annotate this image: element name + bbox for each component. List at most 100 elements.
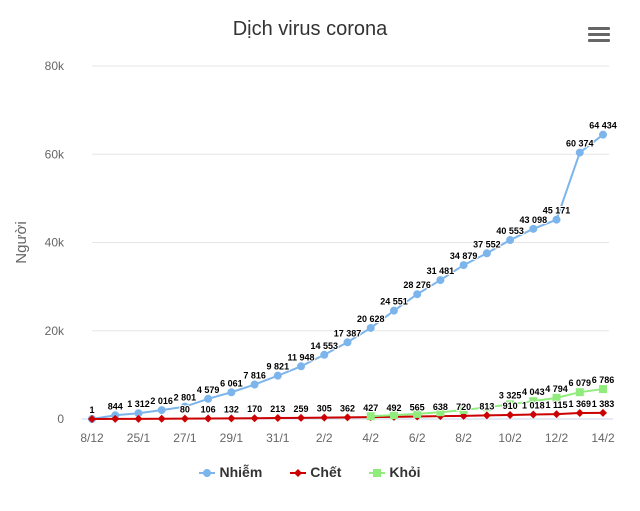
data-point[interactable] xyxy=(227,388,236,397)
data-point[interactable] xyxy=(529,224,538,233)
data-label: 638 xyxy=(433,402,448,412)
data-label: 60 374 xyxy=(566,139,594,149)
data-point[interactable] xyxy=(343,413,352,422)
data-label: 1 369 xyxy=(569,399,592,409)
data-point[interactable] xyxy=(180,414,189,423)
data-point[interactable] xyxy=(227,414,236,423)
data-point[interactable] xyxy=(180,402,189,411)
data-label: 1 xyxy=(89,405,94,415)
data-label: 2 801 xyxy=(174,393,197,403)
data-point[interactable] xyxy=(343,338,352,347)
data-point[interactable] xyxy=(88,414,96,423)
x-tick-label: 6/2 xyxy=(409,431,426,445)
data-point[interactable] xyxy=(599,408,607,417)
data-point[interactable] xyxy=(204,394,213,403)
y-tick-label: 0 xyxy=(57,412,64,426)
data-point[interactable] xyxy=(320,413,329,422)
data-label: 11 948 xyxy=(288,352,315,362)
x-axis-ticks: 8/12 25/1 27/1 29/1 31/1 2/2 4/2 6/2 8/2 10/2 12/2… xyxy=(80,418,615,445)
data-point[interactable] xyxy=(111,414,120,423)
data-label: 6 786 xyxy=(592,375,615,385)
data-point[interactable] xyxy=(250,380,259,389)
hamburger-menu-icon[interactable] xyxy=(588,27,610,45)
data-point[interactable] xyxy=(320,350,329,359)
legend-symbol-icon xyxy=(290,469,307,478)
x-tick-label: 14/2 xyxy=(591,431,615,445)
data-point[interactable] xyxy=(366,412,375,421)
legend-item[interactable]: Chết xyxy=(290,464,341,480)
data-point[interactable] xyxy=(134,414,143,423)
data-point[interactable] xyxy=(575,408,584,417)
data-point[interactable] xyxy=(436,408,445,417)
legend-item[interactable]: Nhiễm xyxy=(199,464,262,480)
data-label: 17 387 xyxy=(334,328,362,338)
data-point[interactable] xyxy=(529,410,538,419)
data-point[interactable] xyxy=(575,148,584,157)
data-label: 132 xyxy=(224,404,239,414)
data-point[interactable] xyxy=(599,385,607,394)
data-label: 362 xyxy=(340,403,355,413)
data-label: 844 xyxy=(108,401,123,411)
data-point[interactable] xyxy=(389,306,398,315)
data-point[interactable] xyxy=(599,130,607,139)
data-point[interactable] xyxy=(157,414,166,423)
data-label: 6 061 xyxy=(220,378,243,388)
data-point[interactable] xyxy=(389,411,398,420)
data-label: 31 481 xyxy=(427,266,455,276)
data-label: 3 325 xyxy=(499,390,522,400)
data-label: 1 312 xyxy=(127,399,150,409)
y-axis-title: Người xyxy=(13,221,30,263)
data-point[interactable] xyxy=(482,403,491,412)
data-label: 43 098 xyxy=(520,215,548,225)
data-label: 37 552 xyxy=(473,239,501,249)
data-point[interactable] xyxy=(366,323,375,332)
data-point[interactable] xyxy=(482,249,491,258)
data-point[interactable] xyxy=(273,371,282,380)
data-point[interactable] xyxy=(134,409,143,418)
data-point[interactable] xyxy=(459,405,468,414)
legend-symbol-icon xyxy=(369,469,386,478)
data-point[interactable] xyxy=(436,276,445,285)
data-point[interactable] xyxy=(204,414,213,423)
chart-legend: Nhiễm Chết Khỏi xyxy=(0,464,620,480)
x-tick-label: 10/2 xyxy=(498,431,522,445)
data-point[interactable] xyxy=(552,393,561,402)
data-point[interactable] xyxy=(297,413,306,422)
data-label: 20 628 xyxy=(357,314,385,324)
data-point[interactable] xyxy=(273,414,282,423)
data-point[interactable] xyxy=(250,414,259,423)
data-label: 565 xyxy=(410,403,425,413)
data-label: 910 xyxy=(503,401,518,411)
data-point[interactable] xyxy=(506,236,515,245)
data-point[interactable] xyxy=(297,362,306,371)
legend-label: Chết xyxy=(310,464,342,480)
legend-symbol-icon xyxy=(199,469,216,478)
x-tick-label: 4/2 xyxy=(362,431,379,445)
data-point[interactable] xyxy=(482,411,491,420)
data-label: 2 016 xyxy=(150,396,173,406)
x-tick-label: 25/1 xyxy=(127,431,151,445)
data-point[interactable] xyxy=(506,410,515,419)
y-axis-title-group: Người xyxy=(13,221,30,263)
data-label: 1 383 xyxy=(592,399,615,409)
y-tick-label: 60k xyxy=(45,147,65,161)
legend-item[interactable]: Khỏi xyxy=(369,464,421,480)
data-point[interactable] xyxy=(529,397,538,406)
data-label: 1 115 xyxy=(546,400,568,410)
data-point[interactable] xyxy=(506,400,515,409)
data-label: 80 xyxy=(180,405,190,415)
y-tick-label: 20k xyxy=(45,324,65,338)
data-point[interactable] xyxy=(575,388,584,397)
data-label: 24 551 xyxy=(380,297,408,307)
data-point[interactable] xyxy=(552,410,561,419)
data-point[interactable] xyxy=(157,406,166,415)
data-point[interactable] xyxy=(552,215,561,224)
data-point[interactable] xyxy=(413,409,422,418)
data-point[interactable] xyxy=(413,290,422,299)
data-label: 720 xyxy=(456,402,471,412)
x-tick-label: 8/2 xyxy=(455,431,472,445)
data-label: 106 xyxy=(201,405,216,415)
data-point[interactable] xyxy=(459,261,468,270)
